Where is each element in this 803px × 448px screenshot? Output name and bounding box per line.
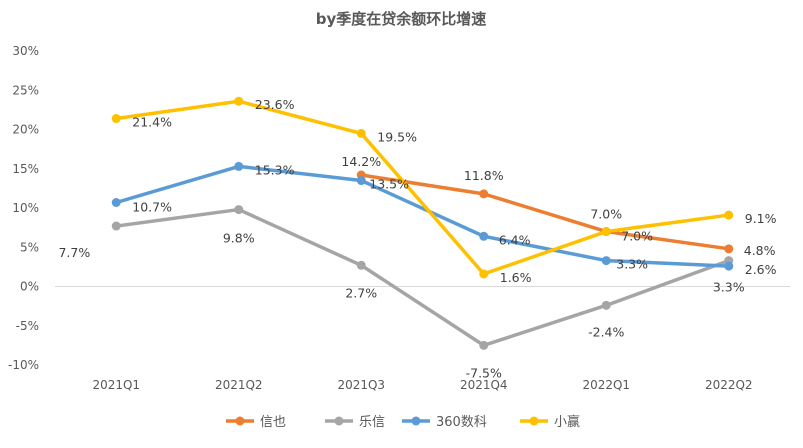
y-tick-label: 10% — [12, 201, 39, 215]
series-line[interactable] — [114, 164, 731, 268]
data-point[interactable] — [601, 300, 611, 310]
series-line[interactable] — [114, 207, 731, 348]
series-layer — [111, 96, 734, 350]
data-point[interactable] — [724, 261, 734, 271]
data-point[interactable] — [356, 176, 366, 186]
y-tick-label: 5% — [20, 240, 39, 254]
legend-item[interactable]: 小赢 — [520, 414, 580, 430]
data-point[interactable] — [479, 231, 489, 241]
data-label: 1.6% — [500, 270, 532, 285]
series-3 — [111, 96, 734, 279]
data-label: 2.7% — [345, 285, 377, 300]
x-tick-label: 2022Q1 — [582, 378, 630, 392]
data-point[interactable] — [111, 198, 121, 208]
y-tick-label: -10% — [8, 358, 39, 372]
data-point[interactable] — [356, 128, 366, 138]
data-label: -7.5% — [466, 365, 502, 380]
legend-label: 信也 — [260, 415, 286, 430]
legend[interactable]: 信也 乐信 360数科 小赢 — [226, 414, 580, 430]
legend-label: 小赢 — [554, 414, 580, 430]
y-tick-label: 25% — [12, 83, 39, 97]
legend-marker — [334, 416, 344, 426]
series-0 — [356, 170, 734, 254]
x-tick-label: 2021Q3 — [337, 378, 385, 392]
data-label: 7.7% — [58, 245, 90, 260]
series-2 — [111, 161, 734, 271]
legend-item[interactable]: 360数科 — [402, 415, 487, 430]
data-label: 23.6% — [255, 97, 295, 112]
chart-title: by季度在贷余额环比增速 — [316, 10, 487, 28]
data-point[interactable] — [601, 256, 611, 266]
data-label: 2.6% — [745, 262, 777, 277]
y-tick-label: 15% — [12, 162, 39, 176]
y-tick-label: 0% — [20, 280, 39, 294]
data-point[interactable] — [724, 210, 734, 220]
data-label: 13.5% — [369, 177, 409, 192]
data-point[interactable] — [479, 269, 489, 279]
data-point[interactable] — [356, 260, 366, 270]
data-label: 7.0% — [621, 229, 653, 244]
data-label: 6.4% — [499, 232, 531, 247]
legend-marker — [235, 416, 245, 426]
y-tick-label: 20% — [12, 123, 39, 137]
x-tick-label: 2021Q2 — [215, 378, 263, 392]
series-line[interactable] — [359, 173, 731, 251]
data-label: 10.7% — [132, 200, 172, 215]
data-label: 7.0% — [590, 207, 622, 222]
series-line[interactable] — [114, 99, 731, 276]
y-tick-label: 30% — [12, 44, 39, 58]
legend-label: 乐信 — [359, 415, 385, 430]
data-label: -2.4% — [588, 324, 624, 339]
data-label: 19.5% — [377, 129, 417, 144]
data-point[interactable] — [479, 189, 489, 199]
x-tick-label: 2021Q4 — [460, 378, 508, 392]
legend-item[interactable]: 乐信 — [325, 415, 385, 430]
data-point[interactable] — [111, 114, 121, 124]
x-tick-label: 2021Q1 — [92, 378, 140, 392]
data-point[interactable] — [234, 161, 244, 171]
data-label: 14.2% — [341, 154, 381, 169]
legend-marker — [411, 416, 421, 426]
legend-label: 360数科 — [436, 415, 487, 430]
axes: -10% -5% 0% 5% 10% 15% 20% 25% 30% 2021Q1 2021Q2 20… — [8, 44, 790, 392]
data-label: 9.8% — [223, 231, 255, 246]
x-tick-label: 2022Q2 — [705, 378, 753, 392]
data-label: 3.3% — [713, 280, 745, 295]
data-label: 21.4% — [132, 115, 172, 130]
y-tick-label: -5% — [16, 319, 39, 333]
data-label: 15.3% — [255, 162, 295, 177]
data-label: 11.8% — [464, 168, 504, 183]
series-1 — [111, 205, 734, 350]
data-label: 4.8% — [744, 243, 776, 258]
data-point[interactable] — [111, 221, 121, 231]
legend-item[interactable]: 信也 — [226, 415, 286, 430]
data-label: 9.1% — [745, 211, 777, 226]
data-point[interactable] — [234, 205, 244, 215]
data-label: 3.3% — [616, 257, 648, 272]
data-point[interactable] — [234, 96, 244, 106]
data-point[interactable] — [601, 227, 611, 237]
data-labels: 14.2% 11.8% 7.0% 4.8% 7.7% 9.8% 2.7% -7.5% -2.4%… — [58, 97, 776, 380]
legend-marker — [529, 416, 539, 426]
data-point[interactable] — [724, 244, 734, 254]
data-point[interactable] — [479, 340, 489, 350]
